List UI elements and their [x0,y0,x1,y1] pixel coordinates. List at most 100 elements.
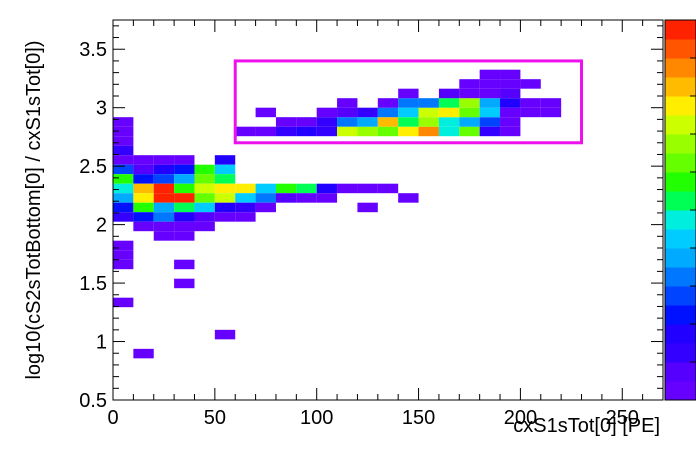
x-tick-label: 100 [300,407,333,429]
heatmap-cell [235,126,256,137]
heatmap-cell [418,117,439,127]
heatmap-cell [174,155,195,165]
colorbar-swatch [665,191,696,211]
colorbar-border [664,19,696,401]
heatmap-cell [214,329,236,340]
heatmap-cell [500,98,521,108]
heatmap-cell [194,164,215,175]
heatmap-cell [479,107,501,118]
heatmap-cell [113,250,134,260]
x-tick-label: 0 [107,407,118,429]
heatmap-cell [398,88,419,99]
heatmap-cell [255,107,276,118]
heatmap-cell [479,79,501,89]
heatmap-cell [174,212,195,222]
heatmap-cell [357,183,378,194]
heatmap-cell [174,174,195,184]
heatmap-cell [398,98,419,108]
heatmap-cell [255,193,276,203]
y-axis-title: log10(cS2sTotBottom[0] / cxS1sTot[0]) [23,40,45,379]
heatmap-cell [255,126,276,137]
heatmap-cell [377,126,399,137]
heatmap-cell [316,107,338,118]
heatmap-cell [214,183,236,194]
heatmap-cell [113,297,134,308]
heatmap-cell [418,98,439,108]
heatmap-cell [377,98,399,108]
heatmap-cell [275,117,297,127]
heatmap-cell [194,193,215,203]
heatmap-cell [194,212,215,222]
heatmap-cell [459,79,480,89]
colorbar-swatch [665,58,696,78]
heatmap-cell [296,183,317,194]
colorbar-swatch [665,115,696,135]
heatmap-cell [214,212,236,222]
colorbar-swatch [665,77,696,97]
heatmap-cell [174,183,195,194]
heatmap-cell [316,193,338,203]
y-tick-label: 0.5 [79,390,107,412]
heatmap-cell [113,193,134,203]
heatmap-cell [459,98,480,108]
heatmap-cell [214,174,236,184]
heatmap-cell [500,69,521,80]
heatmap-cell [540,98,562,108]
plot-frame [112,19,664,401]
x-tick-label: 50 [204,407,226,429]
x-axis-title: cxS1sTot[0] [PE] [513,415,660,437]
heatmap-cell [479,98,501,108]
heatmap-cell [113,240,134,251]
heatmap-cell [459,126,480,137]
selection-box [233,59,584,145]
heatmap-cell [153,155,175,165]
heatmap-cell [235,193,256,203]
colorbar-swatch [665,172,696,192]
heatmap-cell [500,88,521,99]
colorbar-swatch [665,267,696,287]
heatmap-cell [520,107,541,118]
heatmap-cell [438,117,460,127]
heatmap-cell [398,107,419,118]
heatmap-cell [500,107,521,118]
colorbar-swatch [665,210,696,230]
heatmap-cell [174,221,195,232]
heatmap-cell [255,202,276,213]
colorbar [664,19,696,401]
heatmap-cell [418,126,439,137]
heatmap-cell [438,126,460,137]
heatmap-cell [214,193,236,203]
heatmap-cell [357,107,378,118]
plot-area-border [112,19,664,401]
heatmap-cell [520,79,541,89]
heatmap-cell [113,164,134,175]
heatmap-cell [337,98,358,108]
heatmap-cell [438,88,460,99]
heatmap-cell [479,117,501,127]
heatmap-cell [113,145,134,156]
x-tick-label: 250 [606,407,639,429]
heatmap-cell [459,107,480,118]
y-tick-label: 3 [96,98,107,120]
heatmap-cell [316,117,338,127]
colorbar-swatch [665,248,696,268]
heatmap-cell [459,117,480,127]
heatmap-cell [500,79,521,89]
x-tick-label: 200 [504,407,537,429]
heatmap-cell [133,164,154,175]
heatmap-cell [255,183,276,194]
heatmap-cell [174,278,195,289]
heatmap-cell [174,231,195,241]
x-axis: 0 50 100 150 200 250 [107,20,664,429]
heatmap-cell [398,193,419,203]
heatmap-cell [153,212,175,222]
heatmap-cell [275,193,297,203]
heatmap-cell [398,126,419,137]
heatmap-cell [438,107,460,118]
heatmap-cell [133,183,154,194]
heatmap-cell [113,212,134,222]
heatmap-cell [459,88,480,99]
colorbar-swatch [665,343,696,363]
heatmap-cell [113,117,134,127]
heatmap-cell [296,117,317,127]
